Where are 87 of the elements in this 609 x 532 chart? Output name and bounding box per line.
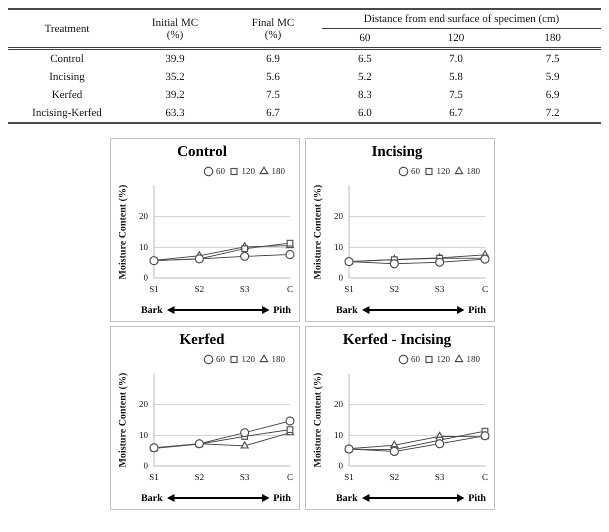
text: Pith	[468, 304, 486, 316]
x-tick-label: C	[286, 472, 294, 482]
data-label: 8.3	[357, 88, 373, 103]
text: Initial MC (%)	[150, 16, 200, 40]
text: Final MC (%)	[250, 16, 296, 40]
y-tick-label: 20	[139, 211, 148, 222]
legend-label: 120	[242, 166, 256, 176]
data-label: 6.0	[357, 106, 373, 121]
y-axis-title: Moisture Content (%)	[312, 184, 324, 280]
data-label: 39.2	[164, 88, 186, 103]
data-label: 5.9	[544, 70, 561, 85]
data-label: 6.5	[357, 52, 373, 67]
y-tick-label: 20	[334, 211, 344, 222]
legend-label: 120	[242, 354, 256, 364]
y-tick-label: 0	[338, 460, 344, 471]
data-label: 6.9	[265, 52, 281, 67]
x-tick-label: C	[482, 284, 488, 294]
data-label: 7.5	[265, 88, 281, 103]
x-tick-label: S3	[434, 284, 445, 294]
text: Pith	[273, 304, 291, 316]
text: 60	[358, 31, 372, 46]
legend-label: 180	[466, 166, 480, 176]
y-tick-label: 20	[139, 399, 148, 410]
data-label: 6.7	[448, 106, 464, 121]
y-axis-title: Moisture Content (%)	[312, 372, 324, 468]
data-label: 6.9	[544, 88, 561, 103]
legend-label: 60	[216, 354, 226, 364]
legend-label: 60	[411, 166, 420, 176]
legend-label: 180	[272, 354, 286, 364]
y-tick-label: 0	[144, 460, 148, 471]
data-label: 7.5	[448, 88, 464, 103]
data-label: 35.2	[164, 70, 186, 85]
legend-label: 120	[436, 166, 450, 176]
data-label: 63.3	[164, 106, 186, 121]
data-label: 7.0	[448, 52, 464, 67]
x-tick-label: S1	[344, 284, 354, 294]
data-label: 7.2	[544, 106, 561, 121]
text: Bark	[336, 304, 358, 316]
text: Bark	[336, 492, 358, 504]
chart-title: Control	[177, 144, 227, 160]
data-label: 39.9	[164, 52, 186, 67]
text: Bark	[141, 492, 163, 504]
data-label: 5.8	[448, 70, 464, 85]
x-tick-label: C	[482, 472, 488, 482]
y-tick-label: 10	[334, 242, 344, 252]
data-label: 5.2	[357, 70, 373, 85]
legend-label: 180	[466, 354, 480, 364]
category-label: Kerfed	[50, 88, 84, 103]
x-tick-label: S2	[390, 472, 400, 482]
y-axis-title: Moisture Content (%)	[118, 372, 129, 468]
category-label: Control	[49, 52, 85, 67]
y-tick-label: 10	[139, 430, 148, 440]
x-tick-label: S2	[390, 284, 400, 294]
y-tick-label: 0	[144, 272, 148, 283]
x-tick-label: S1	[149, 284, 159, 294]
x-tick-label: S3	[240, 472, 250, 482]
text: 120	[446, 31, 466, 46]
category-label: Incising	[48, 70, 86, 85]
text: Pith	[468, 492, 486, 504]
chart-title: Incising	[372, 144, 423, 160]
legend-label: 60	[216, 166, 226, 176]
x-tick-label: S1	[149, 472, 159, 482]
legend-label: 180	[272, 166, 286, 176]
text: Bark	[141, 304, 163, 316]
y-tick-label: 10	[334, 430, 344, 440]
chart-title: Kerfed	[180, 332, 226, 348]
y-tick-label: 10	[139, 242, 148, 252]
category-label: Incising-Kerfed	[31, 106, 103, 121]
x-tick-label: S1	[344, 472, 354, 482]
data-label: 7.5	[544, 52, 561, 67]
y-tick-label: 20	[334, 399, 344, 410]
x-tick-label: S2	[194, 284, 204, 294]
legend-label: 120	[436, 354, 450, 364]
x-tick-label: S2	[194, 472, 204, 482]
y-axis-title: Moisture Content (%)	[118, 184, 129, 280]
x-tick-label: S3	[240, 284, 250, 294]
data-label: 5.6	[265, 70, 281, 85]
text: Pith	[273, 492, 291, 504]
y-tick-label: 0	[338, 272, 344, 283]
legend-label: 60	[411, 354, 420, 364]
text: Treatment	[44, 22, 90, 36]
text: Distance from end surface of specimen (cm)	[322, 9, 601, 28]
x-tick-label: C	[286, 284, 294, 294]
text: 180	[543, 31, 562, 46]
data-label: 6.7	[265, 106, 281, 121]
chart-title: Kerfed - Incising	[342, 332, 452, 348]
x-tick-label: S3	[434, 472, 445, 482]
